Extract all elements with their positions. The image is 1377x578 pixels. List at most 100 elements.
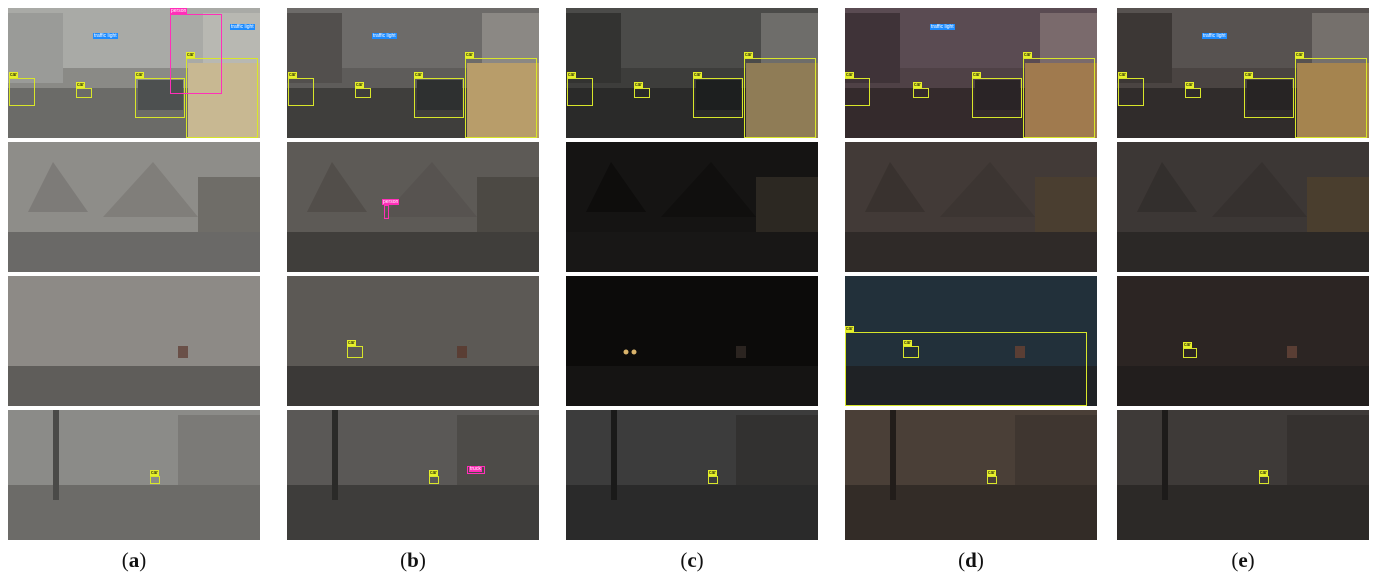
scene-image [8,142,260,272]
scene-image [566,410,818,540]
car-tag: car [76,82,85,88]
scene-image [1117,276,1369,406]
car-tag: car [744,52,753,58]
car-box [845,332,1087,406]
car-tag: car [1185,82,1194,88]
car-box [150,476,160,484]
person-tag: person [382,199,400,205]
car-box [288,78,314,106]
car-tag: car [845,72,854,78]
car-box [744,58,816,138]
scene-rural-road-fog [566,276,818,406]
car-box [567,78,593,106]
scene-image [845,8,1097,138]
car-box [9,78,35,106]
car-box [465,58,537,138]
car-tag: car [465,52,474,58]
car-box [903,346,919,358]
scene-image [845,276,1097,406]
scene-tram-street: car truck [287,410,539,540]
car-box [913,88,929,98]
caption-a: (a) [121,548,147,572]
scene-tram-street: car [1117,410,1369,540]
scene-tram-street: car [845,410,1097,540]
car-box [708,476,718,484]
traffic-light-tag: traffic light [1202,33,1227,39]
scene-image [566,276,818,406]
scene-houses-fog [1117,142,1369,272]
car-tag: car [708,470,717,476]
traffic-light-tag: traffic light [372,33,397,39]
car-tag: car [1023,52,1032,58]
car-box [186,58,258,138]
scene-street-car: car car car car traffic light [287,8,539,138]
scene-image [845,410,1097,540]
car-tag: car [567,72,576,78]
car-tag: car [347,340,356,346]
car-tag: car [150,470,159,476]
scene-street-car: car car car car traffic light [845,8,1097,138]
panel-d: car car car car traffic light car car [845,8,1097,544]
truck-tag: truck [469,466,482,472]
scene-image [8,410,260,540]
scene-street-car: car car car car [566,8,818,138]
scene-houses-fog [8,142,260,272]
car-box [1118,78,1144,106]
panel-a: car car car car person traffic light tra… [8,8,260,544]
caption-d: (d) [958,548,984,572]
scene-street-car: car car car car traffic light [1117,8,1369,138]
scene-image [1117,142,1369,272]
scene-rural-road-fog: car [1117,276,1369,406]
car-tag: car [845,326,854,332]
caption-b: (b) [400,548,426,572]
scene-image [8,8,260,138]
car-box [1183,348,1197,358]
car-tag: car [634,82,643,88]
scene-houses-fog [845,142,1097,272]
scene-tram-street: car [8,410,260,540]
car-tag: car [1244,72,1253,78]
traffic-light-tag: traffic light [93,33,118,39]
car-box [1244,78,1294,118]
car-tag: car [1259,470,1268,476]
scene-houses-fog [566,142,818,272]
car-tag: car [1183,342,1192,348]
car-box [355,88,371,98]
car-box [76,88,92,98]
scene-image [287,276,539,406]
car-tag: car [9,72,18,78]
traffic-light-tag: traffic light [930,24,955,30]
car-tag: car [693,72,702,78]
car-box [845,78,870,106]
car-box [972,78,1022,118]
car-tag: car [429,470,438,476]
car-box [1023,58,1095,138]
car-tag: car [135,72,144,78]
scene-image [566,142,818,272]
panel-c: car car car car ca [566,8,818,544]
car-tag: car [972,72,981,78]
car-box [1185,88,1201,98]
panel-e: car car car car traffic light car [1117,8,1369,544]
scene-tram-street: car [566,410,818,540]
panel-b: car car car car traffic light person car [287,8,539,544]
car-tag: car [186,52,195,58]
car-box [1295,58,1367,138]
scene-rural-road-fog: car [287,276,539,406]
person-tag: person [170,8,188,14]
caption-e: (e) [1231,548,1255,572]
car-box [135,78,185,118]
scene-rural-road-fog [8,276,260,406]
car-box [634,88,650,98]
caption-c: (c) [680,548,704,572]
scene-houses-fog: person [287,142,539,272]
scene-image [8,276,260,406]
car-tag: car [913,82,922,88]
scene-image [287,142,539,272]
person-box [384,205,389,219]
car-tag: car [1295,52,1304,58]
car-box [429,476,439,484]
car-tag: car [355,82,364,88]
car-box [347,346,363,358]
person-box [170,14,222,94]
